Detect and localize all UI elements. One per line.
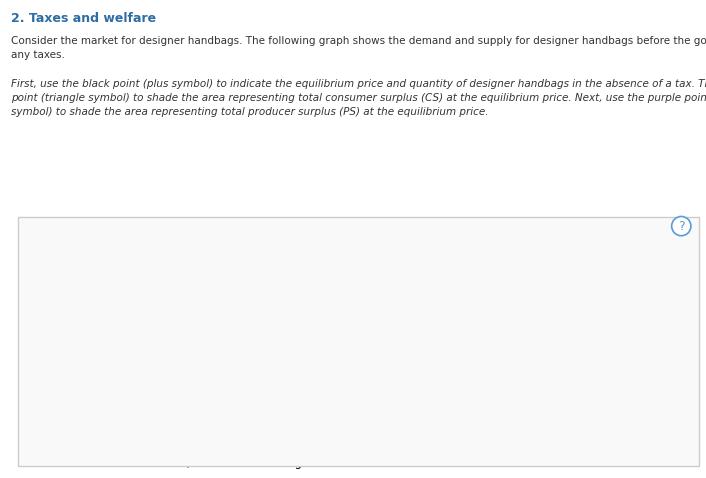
Text: ?: ?: [678, 219, 685, 233]
Text: Producer Surplus: Producer Surplus: [543, 346, 643, 359]
Text: Consumer Surplus: Consumer Surplus: [543, 300, 652, 313]
Polygon shape: [71, 338, 280, 375]
X-axis label: QUANTITY (Handbags): QUANTITY (Handbags): [181, 456, 313, 469]
Text: First, use the black point (plus symbol) to indicate the equilibrium price and q: First, use the black point (plus symbol)…: [11, 79, 706, 117]
Title: Before Tax: Before Tax: [205, 222, 289, 236]
Polygon shape: [71, 299, 280, 338]
Y-axis label: PRICE (Dollars per handbag): PRICE (Dollars per handbag): [23, 253, 35, 421]
FancyBboxPatch shape: [462, 337, 529, 367]
FancyBboxPatch shape: [462, 291, 529, 321]
Text: Consider the market for designer handbags. The following graph shows the demand : Consider the market for designer handbag…: [11, 36, 706, 60]
Text: 2. Taxes and welfare: 2. Taxes and welfare: [11, 12, 156, 25]
Text: Equilibrium: Equilibrium: [529, 255, 596, 268]
Text: Supply: Supply: [124, 362, 162, 372]
Text: Demand: Demand: [77, 301, 124, 311]
